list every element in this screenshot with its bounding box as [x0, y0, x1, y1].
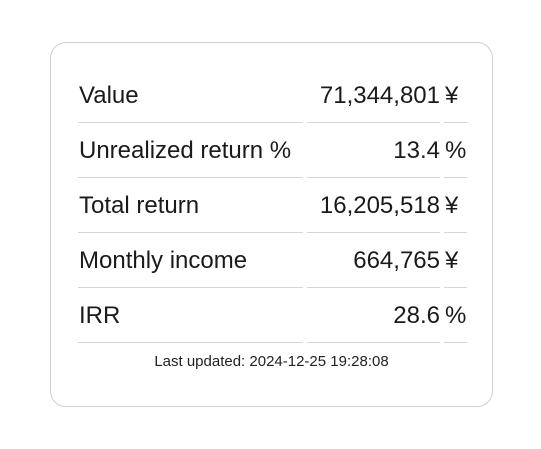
row-label: Value [78, 68, 303, 123]
row-value: 664,765 [307, 233, 440, 288]
row-value: 13.4 [307, 123, 440, 178]
row-label: Total return [78, 178, 303, 233]
summary-card [50, 42, 493, 407]
row-unit: % [444, 123, 467, 178]
row-label: IRR [78, 288, 303, 343]
row-label: Unrealized return % [78, 123, 303, 178]
last-updated: Last updated: 2024-12-25 19:28:08 [154, 353, 389, 370]
row-value: 71,344,801 [307, 68, 440, 123]
row-unit: ¥ [444, 68, 467, 123]
row-unit: ¥ [444, 178, 467, 233]
row-unit: % [444, 288, 467, 343]
summary-table: Value 71,344,801 ¥ Unrealized return % 13.4%… [78, 68, 467, 343]
row-unit: ¥ [444, 233, 467, 288]
row-value: 28.6 [307, 288, 440, 343]
row-label: Monthly income [78, 233, 303, 288]
row-value: 16,205,518 [307, 178, 440, 233]
